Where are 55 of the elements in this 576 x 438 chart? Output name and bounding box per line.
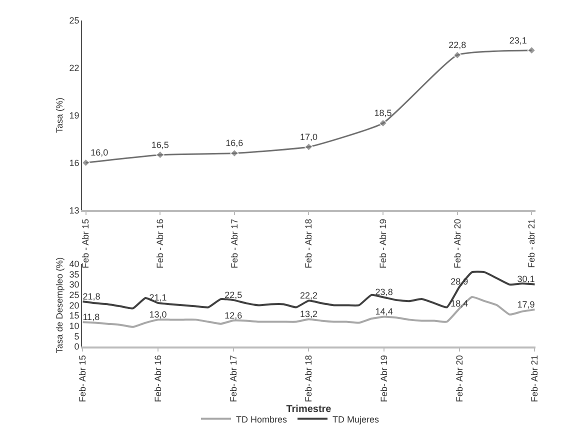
y-tick-label: 5 bbox=[74, 331, 80, 342]
data-label: 22,8 bbox=[448, 40, 466, 50]
y-tick-label: 16 bbox=[69, 158, 80, 168]
y-tick-label: 15 bbox=[69, 310, 80, 321]
x-tick-label: Feb- Abr 19 bbox=[378, 355, 389, 402]
x-tick-label: Feb- Abr 16 bbox=[152, 355, 163, 402]
y-tick-label: 25 bbox=[69, 290, 80, 300]
data-label: 23,8 bbox=[375, 287, 393, 298]
y-axis-title: Tasa de Desempleo (%) bbox=[54, 257, 65, 354]
data-label: 16,0 bbox=[90, 148, 108, 158]
data-label: 30,1 bbox=[517, 274, 535, 284]
x-tick-label: Feb - Abr 16 bbox=[155, 218, 166, 268]
x-tick-label: Feb - Abr 17 bbox=[229, 218, 240, 268]
y-tick-label: 25 bbox=[69, 15, 80, 26]
x-tick-label: Feb - Abr 19 bbox=[378, 218, 388, 268]
y-tick-label: 20 bbox=[69, 300, 80, 310]
y-tick-label: 35 bbox=[69, 269, 80, 280]
x-tick-label: Feb- Abr 21 bbox=[530, 355, 540, 402]
y-tick-label: 30 bbox=[69, 280, 80, 290]
data-label: 22,5 bbox=[224, 290, 242, 300]
data-label: 23,1 bbox=[509, 35, 527, 46]
y-tick-label: 22 bbox=[69, 62, 80, 73]
y-tick-label: 10 bbox=[69, 321, 80, 332]
x-tick-label: Feb - Abr 20 bbox=[452, 218, 462, 268]
x-tick-label: Feb - Abr 15 bbox=[80, 218, 91, 268]
y-tick-label: 0 bbox=[74, 342, 80, 352]
legend-label: TD Hombres bbox=[236, 414, 288, 424]
y-tick-label: 40 bbox=[69, 259, 80, 270]
data-label: 16,5 bbox=[151, 140, 169, 150]
x-tick-label: Feb - Abr 18 bbox=[304, 218, 314, 268]
x-tick-label: Feb - abr 21 bbox=[526, 218, 537, 268]
x-tick-label: Feb- Abr 17 bbox=[228, 355, 238, 402]
point bbox=[452, 50, 462, 60]
data-label: 14,4 bbox=[375, 306, 393, 317]
data-label: 11,8 bbox=[82, 312, 100, 322]
data-label: 12,6 bbox=[224, 310, 242, 320]
data-label: 16,6 bbox=[226, 138, 244, 148]
data-label: 13,2 bbox=[300, 309, 318, 320]
legend-label: TD Mujeres bbox=[332, 414, 380, 424]
data-label: 13,0 bbox=[149, 309, 167, 320]
data-label: 17,9 bbox=[517, 299, 535, 310]
data-label: 21,1 bbox=[149, 292, 167, 303]
data-label: 22,2 bbox=[300, 290, 318, 300]
data-label: 18,5 bbox=[374, 108, 392, 118]
x-tick-label: Feb- Abr 20 bbox=[454, 355, 464, 402]
y-tick-label: 13 bbox=[69, 205, 80, 216]
y-tick-label: 19 bbox=[69, 110, 80, 120]
data-label: 18,4 bbox=[450, 298, 468, 308]
data-label: 21,8 bbox=[82, 291, 100, 302]
data-label: 17,0 bbox=[300, 132, 318, 142]
y-axis-title: Tasa (%) bbox=[54, 97, 65, 134]
x-tick-label: Feb- Abr 18 bbox=[304, 355, 314, 402]
x-axis-title: Trimestre bbox=[286, 404, 332, 416]
line-series bbox=[82, 270, 536, 310]
x-tick-label: Feb- Abr 15 bbox=[78, 355, 88, 402]
